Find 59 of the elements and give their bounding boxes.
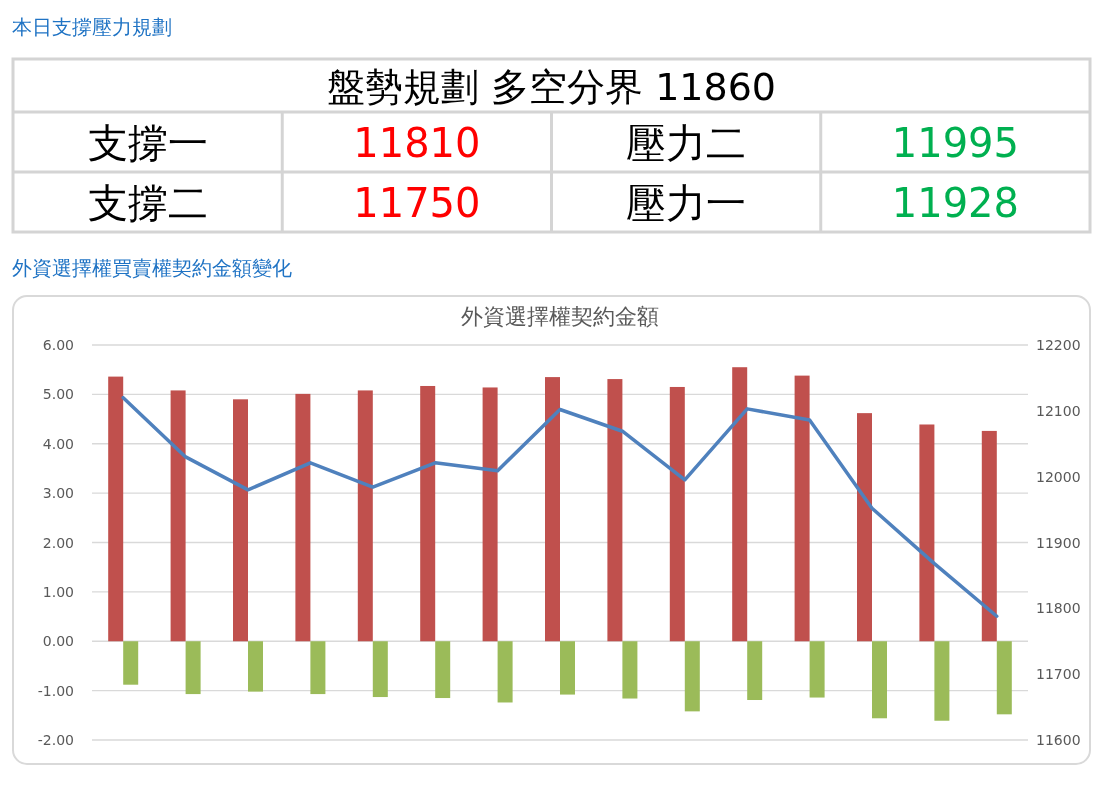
y2-tick-label: 11900 (1036, 534, 1081, 551)
bar (310, 641, 326, 695)
bar (732, 367, 748, 642)
bar (185, 641, 201, 695)
bar (248, 641, 263, 692)
bar (872, 641, 887, 719)
bar (794, 375, 810, 642)
text: 支撐一 (87, 120, 208, 166)
bar (420, 385, 436, 642)
bar (545, 377, 560, 642)
bar (497, 641, 513, 703)
bar (919, 424, 935, 642)
text: 盤勢規劃 多空分界 11860 (326, 64, 777, 109)
bar (108, 376, 124, 642)
y-tick-label: 1.00 (42, 583, 74, 600)
bar (981, 430, 997, 642)
chart-subtitle: 外資選擇權契約金額 (461, 304, 659, 329)
text: 11750 (353, 180, 481, 226)
y2-tick-label: 11600 (1036, 732, 1081, 748)
bar (372, 641, 388, 698)
bar (295, 393, 311, 642)
bar (607, 379, 623, 642)
text: 壓力二 (626, 120, 747, 166)
y-tick-label: 0.00 (42, 633, 74, 650)
y-tick-label: 4.00 (42, 435, 74, 452)
bar (934, 641, 950, 721)
y2-tick-label: 11800 (1036, 600, 1081, 617)
bar (622, 641, 638, 699)
bar (684, 641, 700, 712)
y-tick-label: 2.00 (42, 534, 74, 551)
bar (560, 641, 575, 695)
y2-tick-label: 12100 (1036, 402, 1081, 419)
text: 本日支撐壓力規劃 (12, 15, 172, 39)
y-tick-label: 5.00 (42, 386, 74, 403)
bar (357, 390, 373, 642)
y-tick-label: 3.00 (42, 485, 74, 502)
text: 11995 (891, 120, 1019, 166)
bar (435, 641, 451, 699)
bar (170, 390, 186, 642)
text: 11928 (891, 180, 1019, 226)
line-series (121, 395, 999, 618)
bar (123, 641, 139, 685)
bar (747, 641, 763, 701)
bar (482, 387, 498, 642)
bar (233, 399, 248, 642)
bar (996, 641, 1012, 715)
y2-tick-label: 11700 (1036, 666, 1081, 683)
text: 支撐二 (87, 180, 208, 226)
y2-tick-label: 12200 (1036, 337, 1081, 353)
y-tick-label: 6.00 (42, 337, 74, 353)
text: 壓力一 (626, 180, 747, 226)
bar (669, 386, 685, 642)
y2-tick-label: 12000 (1036, 468, 1081, 485)
bar (809, 641, 825, 698)
bar (857, 413, 872, 642)
chart-title: 外資選擇權買賣權契約金額變化 (12, 256, 292, 280)
y-tick-label: -1.00 (37, 682, 74, 699)
text: 11810 (353, 120, 481, 166)
y-tick-label: -2.00 (37, 732, 74, 748)
